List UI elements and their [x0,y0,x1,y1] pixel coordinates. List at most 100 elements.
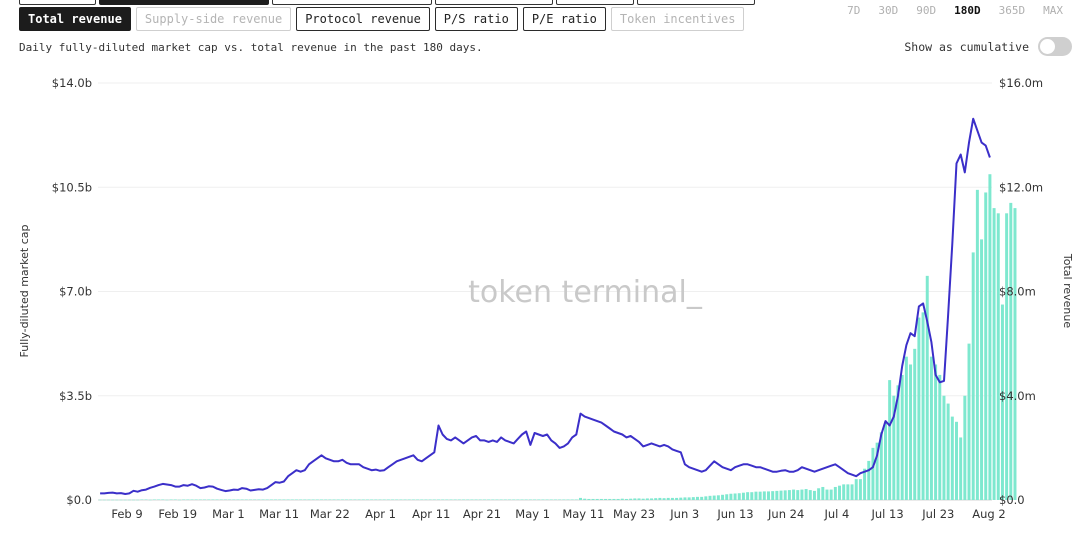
revenue-bar [432,499,436,500]
top-button-partial[interactable] [556,0,634,5]
revenue-bar [913,348,917,500]
revenue-bar [512,499,516,500]
top-button-partial[interactable] [99,0,269,5]
revenue-bar [729,493,733,500]
revenue-bar [904,356,908,500]
revenue-bar [658,497,662,500]
range-max[interactable]: MAX [1043,4,1063,17]
tab-pe-ratio[interactable]: P/E ratio [522,7,606,31]
revenue-bar [445,499,449,500]
revenue-bar [382,499,386,500]
revenue-bar [925,275,929,500]
x-tick-label: Feb 9 [111,507,142,521]
revenue-bar [921,312,925,500]
revenue-bar [762,491,766,500]
revenue-bar [942,395,946,500]
revenue-bar [428,499,432,500]
right-tick-label: $0.0 [999,493,1025,507]
revenue-bar [345,499,349,500]
revenue-bar [286,499,290,500]
revenue-bar [892,395,896,500]
revenue-bar [520,499,524,500]
revenue-bar [98,499,102,501]
revenue-bar [566,499,570,500]
revenue-bar [746,492,750,500]
revenue-bar [253,499,257,500]
top-button-partial[interactable] [272,0,432,5]
revenue-bar [449,499,453,500]
revenue-bar [604,498,608,500]
right-tick-label: $16.0m [999,76,1043,90]
revenue-bar [867,460,871,500]
revenue-bar [244,499,248,500]
revenue-bar [516,499,520,500]
cumulative-label: Show as cumulative [904,39,1029,54]
top-button-partial[interactable] [637,0,755,5]
tab-supply-side-revenue[interactable]: Supply-side revenue [135,7,292,31]
revenue-bar [741,492,745,500]
revenue-bar [679,497,683,500]
revenue-bar [282,499,286,500]
revenue-bar [278,499,282,500]
revenue-bar [495,499,499,500]
revenue-bar [754,491,758,500]
revenue-bar [929,356,933,500]
right-axis-title: Total revenue [1061,253,1074,328]
x-tick-label: Aug 2 [972,507,1005,521]
revenue-bar [541,499,545,500]
range-180d[interactable]: 180D [954,4,981,17]
revenue-bar [700,496,704,500]
tab-ps-ratio[interactable]: P/S ratio [434,7,518,31]
revenue-bar [875,442,879,500]
revenue-bar [695,496,699,500]
tab-token-incentives[interactable]: Token incentives [610,7,745,31]
watermark-logo: token terminal_ [468,275,703,310]
revenue-bar [144,499,148,500]
revenue-bar [984,192,988,500]
revenue-bar [411,499,415,500]
revenue-bar [102,499,106,501]
revenue-bar [838,485,842,500]
revenue-bar [391,499,395,500]
revenue-bar [140,499,144,500]
revenue-bar [136,499,140,501]
revenue-bar [378,499,382,500]
top-button-partial[interactable] [435,0,553,5]
revenue-bar [900,374,904,500]
revenue-bar [792,489,796,500]
revenue-bar [691,497,695,500]
revenue-bar [499,499,503,500]
revenue-bar [637,498,641,500]
tab-total-revenue[interactable]: Total revenue [19,7,131,31]
cumulative-toggle[interactable] [1038,37,1072,56]
range-90d[interactable]: 90D [916,4,937,17]
tab-protocol-revenue[interactable]: Protocol revenue [296,7,430,31]
revenue-bar [992,208,996,500]
revenue-bar [165,499,169,501]
revenue-bar [817,488,821,500]
revenue-bar [553,499,557,500]
top-button-partial[interactable] [19,0,96,5]
left-tick-label: $10.5b [52,180,92,194]
revenue-bar [111,499,115,501]
revenue-bar [975,189,979,500]
time-range-selector: 7D 30D 90D 180D 365D MAX [838,4,1072,17]
left-axis-title: Fully-diluted market cap [18,224,31,357]
revenue-bar [478,499,482,500]
revenue-bar [666,497,670,500]
revenue-bar [157,499,161,500]
range-365d[interactable]: 365D [998,4,1026,17]
revenue-bar [420,499,424,500]
revenue-bar [558,499,562,500]
range-7d[interactable]: 7D [847,4,861,17]
revenue-bar [457,499,461,500]
revenue-bar [938,374,942,500]
revenue-bar [562,499,566,500]
revenue-bar [842,484,846,500]
toggle-knob [1040,39,1055,54]
range-30d[interactable]: 30D [878,4,899,17]
revenue-bar [236,499,240,500]
x-tick-label: Jun 3 [669,507,699,521]
revenue-bar [725,494,729,500]
revenue-bar [591,498,595,500]
